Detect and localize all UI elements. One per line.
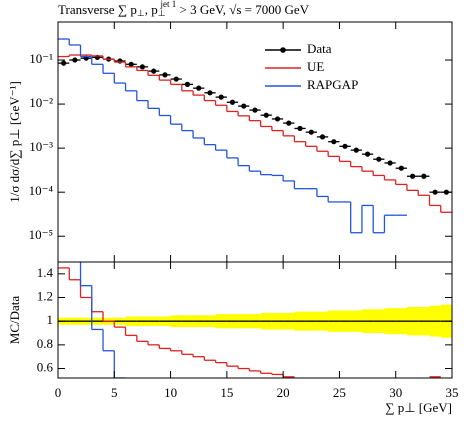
data-point: [342, 143, 348, 149]
y-tick-label: 1.4: [37, 265, 54, 280]
title-part: ⊥: [137, 8, 145, 18]
panel-frame: [57, 261, 453, 379]
data-point: [173, 76, 179, 82]
data-point: [308, 129, 314, 135]
title-part: , p: [145, 2, 158, 17]
data-point: [364, 151, 371, 157]
y-tick-label: 1: [47, 312, 54, 327]
data-point: [252, 107, 258, 113]
y-tick-label: 10⁻⁵: [29, 227, 53, 242]
legend-marker: [280, 47, 286, 53]
y-tick-label: 10⁻²: [29, 95, 53, 110]
x-tick-label: 20: [277, 385, 290, 400]
y-tick-label: 10⁻³: [29, 139, 53, 154]
data-point: [387, 160, 393, 166]
data-point: [184, 81, 191, 87]
title-part: > 3 GeV, √s = 7000 GeV: [176, 2, 309, 17]
y-tick-label: 0.6: [37, 360, 54, 375]
data-point: [432, 189, 438, 195]
data-point: [61, 60, 67, 66]
chart-title: Transverse ∑ p⊥, p⊥jet 1 > 3 GeV, √s = 7…: [58, 0, 310, 18]
y-tick-label: 10⁻¹: [29, 51, 53, 66]
data-point: [263, 112, 269, 118]
data-point: [241, 103, 247, 109]
title-part: ⊥: [158, 8, 166, 18]
data-point: [353, 147, 359, 153]
x-tick-label: 5: [111, 385, 118, 400]
data-point: [151, 68, 157, 74]
y-axis-label: 1/σ dσ/d∑ p⊥ [GeV⁻¹]: [7, 81, 22, 203]
data-point: [207, 90, 213, 96]
title-part: jet 1: [160, 0, 177, 9]
data-point: [218, 94, 224, 100]
y-tick-label: 1.2: [37, 288, 53, 303]
data-point: [331, 139, 337, 145]
title-part: Transverse ∑ p: [58, 2, 137, 17]
data-point: [410, 173, 416, 179]
legend-label: RAPGAP: [307, 77, 358, 92]
x-tick-label: 35: [446, 385, 459, 400]
data-point: [421, 173, 427, 179]
x-tick-label: 15: [220, 385, 233, 400]
legend-label: Data: [307, 41, 332, 56]
data-point: [376, 156, 382, 162]
x-axis-label: ∑ p⊥ [GeV]: [385, 400, 452, 415]
plot-area: [58, 262, 452, 378]
data-point: [117, 58, 123, 64]
data-point: [196, 85, 202, 91]
x-tick-label: 10: [164, 385, 177, 400]
y-tick-label: 0.8: [37, 336, 53, 351]
x-tick-label: 25: [333, 385, 346, 400]
data-point: [274, 116, 281, 122]
x-tick-label: 30: [389, 385, 402, 400]
data-point: [128, 61, 134, 67]
data-point: [72, 57, 78, 63]
data-point: [398, 165, 404, 171]
y-axis-label: MC/Data: [7, 296, 22, 345]
y-tick-label: 10⁻⁴: [29, 183, 54, 198]
panel-frame: [57, 21, 453, 263]
data-point: [297, 125, 303, 132]
data-point: [319, 134, 326, 140]
data-point: [162, 72, 168, 78]
x-tick-label: 0: [55, 385, 62, 400]
legend-label: UE: [307, 59, 324, 74]
data-point: [229, 99, 236, 105]
data-point: [286, 120, 292, 126]
data-point: [139, 64, 146, 70]
plot-area: [58, 38, 452, 234]
